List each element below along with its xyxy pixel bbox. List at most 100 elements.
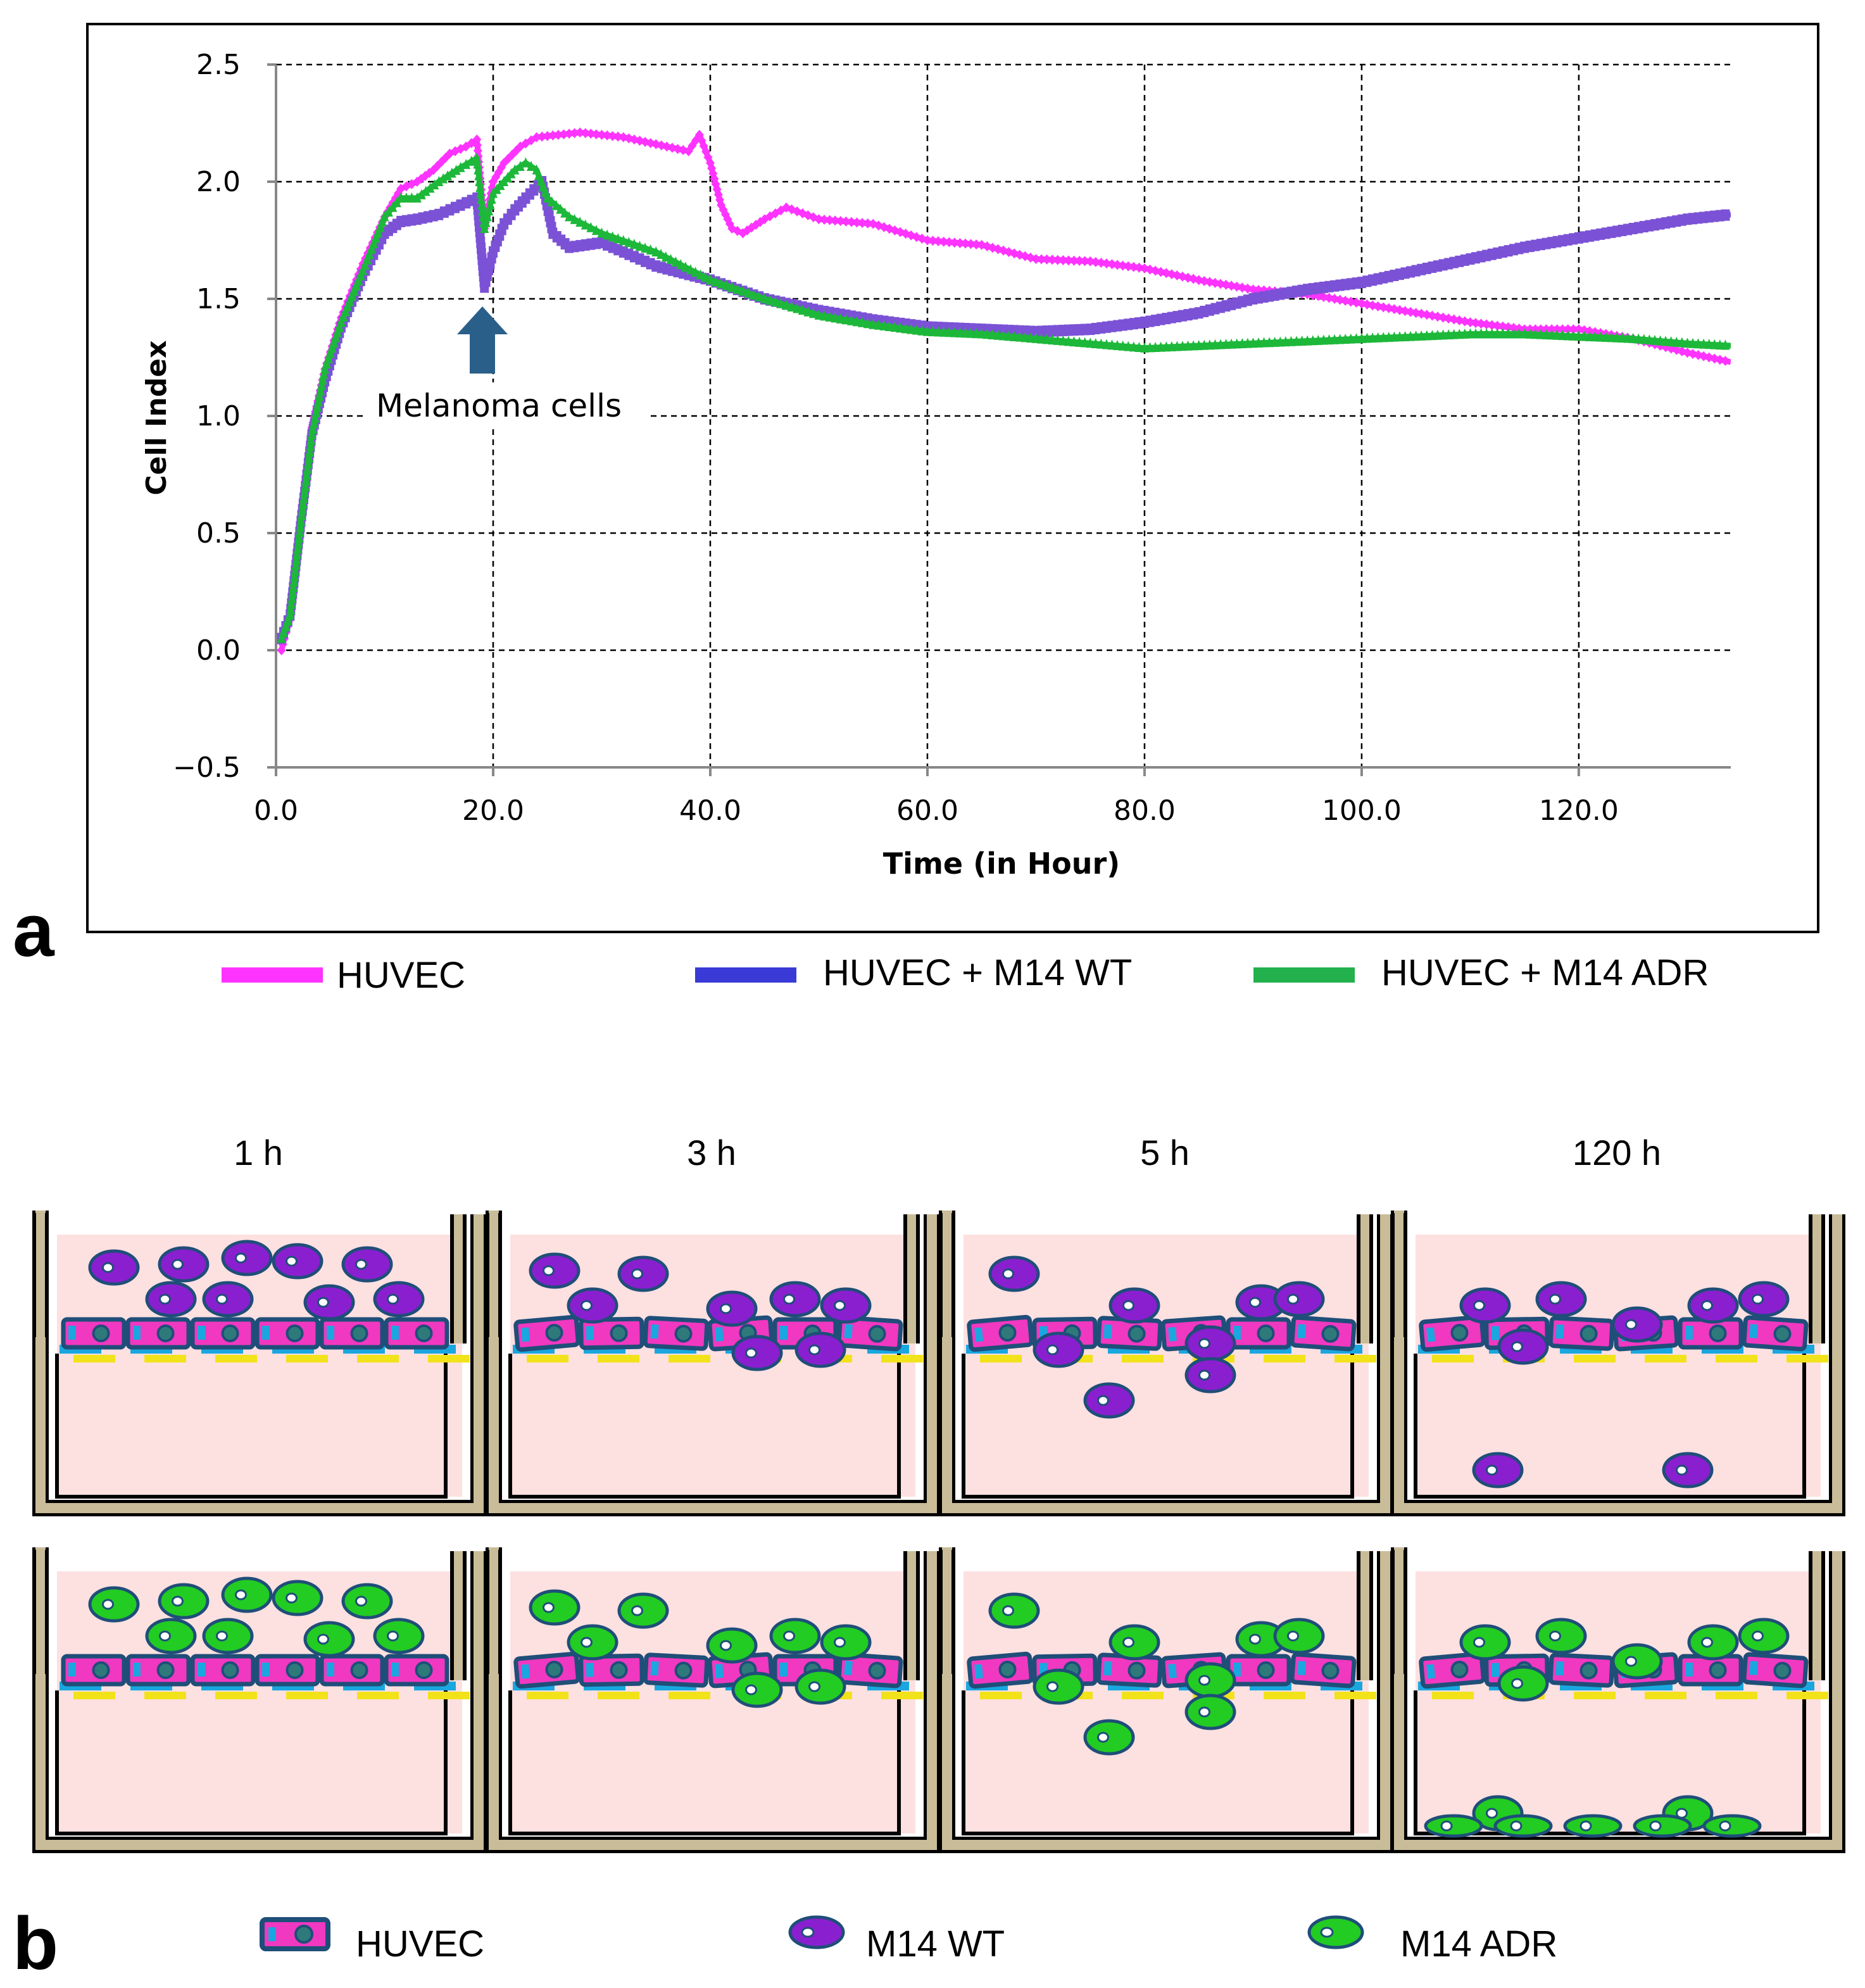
data-point xyxy=(676,259,686,270)
m14-wt-cell-icon xyxy=(158,1246,210,1283)
data-point xyxy=(311,407,321,418)
m14-adr-cell-icon xyxy=(1273,1618,1325,1654)
data-point xyxy=(1215,279,1225,289)
x-tick-label: 80.0 xyxy=(1114,795,1176,827)
data-point xyxy=(907,324,916,334)
data-point xyxy=(1357,298,1366,309)
series-lines xyxy=(277,127,1731,655)
data-point xyxy=(1428,310,1437,321)
membrane xyxy=(144,1692,186,1699)
data-point xyxy=(1134,341,1144,352)
data-point xyxy=(306,434,316,445)
data-point xyxy=(307,429,317,439)
data-point xyxy=(890,322,900,332)
legend-a: HUVEC HUVEC + M14 WT HUVEC + M14 ADR xyxy=(222,952,1709,996)
data-point xyxy=(565,129,574,139)
data-point xyxy=(705,274,715,285)
data-point xyxy=(787,301,796,311)
membrane xyxy=(527,1692,568,1699)
data-point xyxy=(365,249,374,260)
legend-b-m14-wt-label: M14 WT xyxy=(866,1923,1005,1965)
huvec-cell-icon xyxy=(254,1654,320,1687)
data-point xyxy=(1645,334,1654,345)
data-point xyxy=(1086,337,1095,348)
data-point xyxy=(858,317,867,327)
m14-wt-cell-icon xyxy=(1459,1287,1511,1324)
m14-wt-cell-icon xyxy=(1611,1306,1663,1343)
data-point xyxy=(1552,324,1562,335)
m14-adr-cell-icon xyxy=(303,1621,355,1658)
data-point xyxy=(1710,339,1719,349)
data-point xyxy=(993,329,1003,340)
y-tick-label: 2.5 xyxy=(196,49,241,81)
m14-adr-cell-icon xyxy=(158,1583,210,1620)
huvec-cell-icon xyxy=(319,1317,385,1350)
data-point xyxy=(793,303,802,313)
membrane xyxy=(1574,1692,1616,1699)
data-point xyxy=(527,160,536,171)
data-point xyxy=(1639,334,1648,344)
data-point xyxy=(972,239,981,250)
data-point xyxy=(294,538,303,548)
data-point xyxy=(1704,339,1714,349)
huvec-cell-icon xyxy=(1742,1315,1809,1352)
data-point xyxy=(286,609,295,620)
data-point xyxy=(1721,356,1730,367)
well-wall xyxy=(942,1211,1390,1513)
time-labels: 1 h 3 h 5 h 120 h xyxy=(234,1133,1661,1173)
data-point xyxy=(298,504,307,515)
m14-wt-cell-icon xyxy=(1184,1325,1236,1362)
lower-chamber xyxy=(55,1690,448,1835)
huvec-cell-icon xyxy=(1226,1654,1291,1687)
data-point xyxy=(548,130,558,141)
data-point xyxy=(325,348,335,358)
data-point xyxy=(367,243,376,254)
membrane xyxy=(1716,1692,1757,1699)
legend-b-m14-adr-label: M14 ADR xyxy=(1400,1923,1557,1965)
x-tick-label: 20.0 xyxy=(462,795,524,827)
huvec-cell-icon xyxy=(513,1651,581,1689)
data-point xyxy=(814,309,824,320)
data-point xyxy=(345,296,355,306)
data-point xyxy=(447,167,456,178)
data-point xyxy=(1037,254,1046,265)
data-point xyxy=(983,329,992,339)
data-point xyxy=(1460,316,1469,327)
y-tick-labels: 2.5 2.0 1.5 1.0 0.5 0.0 −0.5 xyxy=(173,49,241,784)
data-point xyxy=(553,130,563,140)
data-point xyxy=(1373,301,1383,311)
data-point xyxy=(852,217,862,228)
data-point xyxy=(298,498,308,509)
data-point xyxy=(955,237,965,248)
data-point xyxy=(597,227,606,238)
data-point xyxy=(1335,294,1345,305)
data-point xyxy=(879,320,889,330)
data-point xyxy=(348,291,357,301)
data-point xyxy=(1721,339,1730,350)
data-point xyxy=(305,452,314,463)
data-point xyxy=(988,329,997,339)
legend-b: HUVEC M14 WT M14 ADR xyxy=(260,1915,1557,1965)
data-point xyxy=(313,401,322,412)
data-point xyxy=(300,486,310,497)
data-point xyxy=(443,170,452,181)
data-point xyxy=(290,570,299,581)
m14-adr-cell-icon xyxy=(988,1592,1040,1629)
m14-wt-cell-icon xyxy=(988,1255,1040,1292)
data-point xyxy=(841,216,851,227)
data-point xyxy=(473,158,482,169)
lower-chamber xyxy=(508,1690,901,1835)
data-point xyxy=(1221,279,1231,290)
data-point xyxy=(651,246,661,256)
data-point xyxy=(696,269,705,280)
data-point xyxy=(945,237,954,248)
huvec-cell-icon xyxy=(61,1654,127,1687)
data-point xyxy=(1064,255,1073,266)
data-point xyxy=(1124,341,1133,351)
m14-wt-cell-icon xyxy=(1662,1452,1714,1488)
data-point xyxy=(474,164,483,175)
m14-wt-cell-icon xyxy=(567,1287,619,1324)
data-point xyxy=(299,492,309,503)
data-point xyxy=(477,193,486,204)
huvec-cell-icon xyxy=(836,1315,903,1352)
